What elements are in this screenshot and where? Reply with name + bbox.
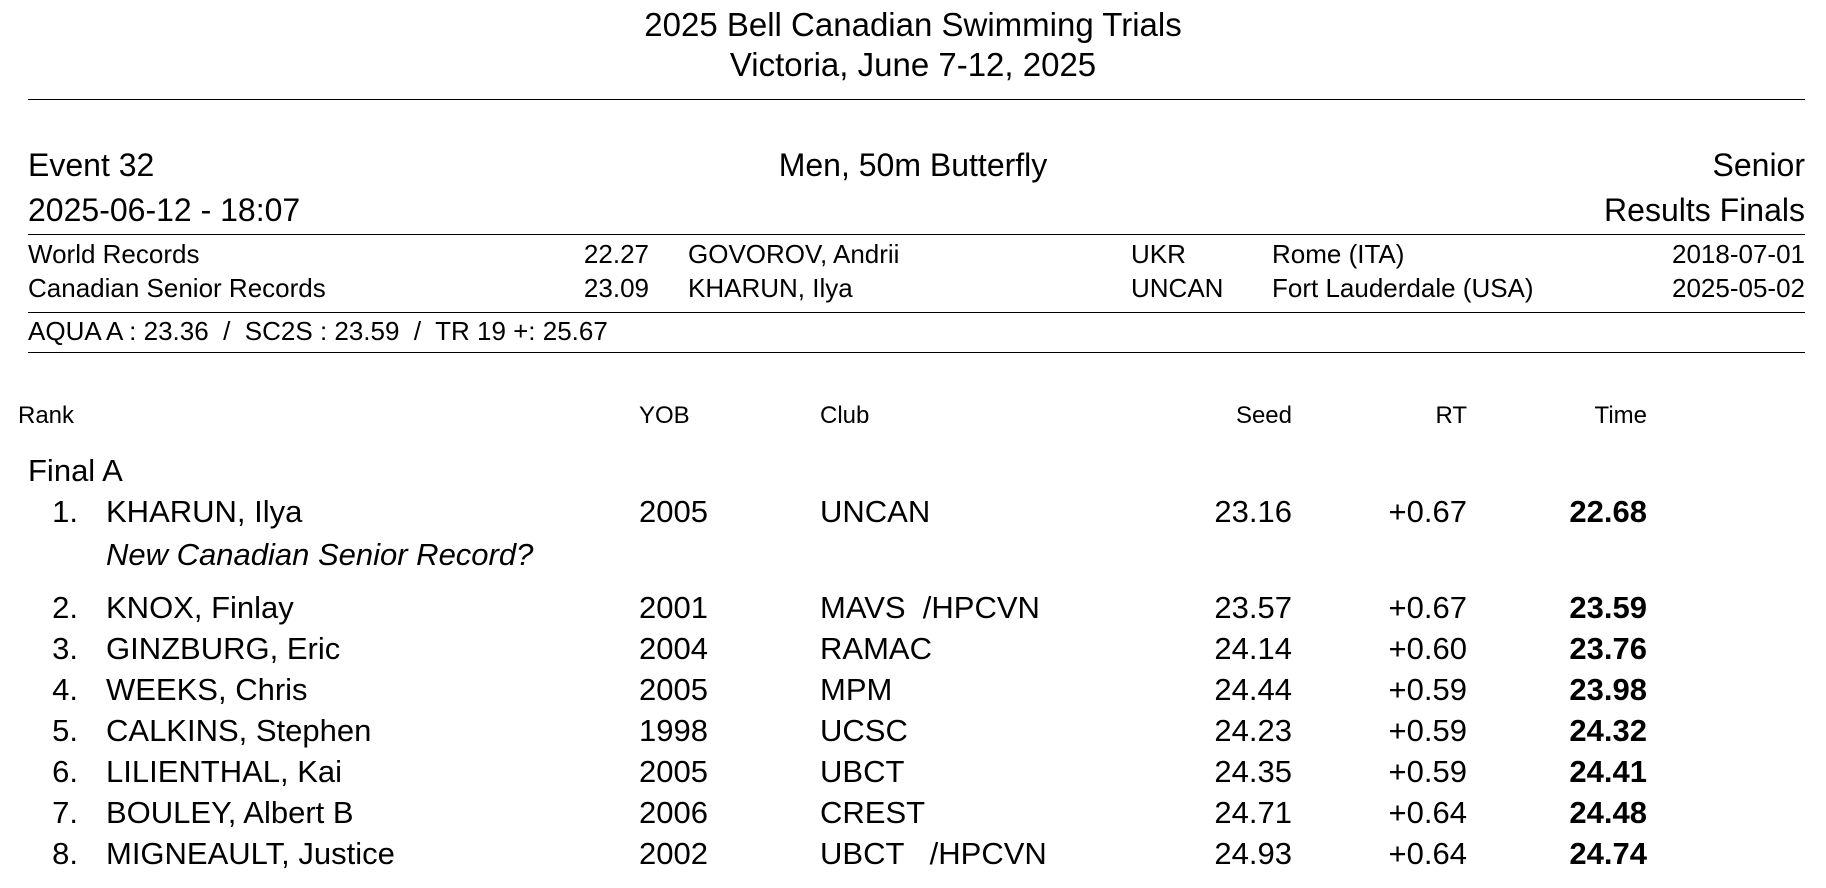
header-divider — [28, 99, 1805, 100]
event-divider — [28, 234, 1805, 235]
result-club: MAVS /HPCVN — [820, 590, 1040, 625]
result-club: MPM — [820, 672, 893, 707]
result-rt: +0.64 — [1388, 836, 1467, 871]
result-yob: 2005 — [639, 494, 708, 529]
result-seed: 24.35 — [1214, 754, 1292, 789]
result-rt: +0.59 — [1388, 754, 1467, 789]
result-seed: 24.71 — [1214, 795, 1292, 830]
result-seed: 24.93 — [1214, 836, 1292, 871]
result-rank: 7. — [52, 795, 78, 830]
event-category: Senior — [1712, 147, 1806, 183]
result-name: KHARUN, Ilya — [106, 494, 303, 529]
result-seed: 24.14 — [1214, 631, 1292, 666]
result-yob: 2001 — [639, 590, 708, 625]
column-header-yob: YOB — [639, 402, 690, 429]
result-seed: 23.16 — [1214, 494, 1292, 529]
result-club: RAMAC — [820, 631, 932, 666]
result-rank: 8. — [52, 836, 78, 871]
result-name: MIGNEAULT, Justice — [106, 836, 395, 871]
result-time: 22.68 — [1569, 494, 1647, 529]
result-rt: +0.60 — [1388, 631, 1467, 666]
record-club: UKR — [1131, 239, 1186, 269]
result-name: LILIENTHAL, Kai — [106, 754, 343, 789]
event-name: Men, 50m Butterfly — [778, 147, 1048, 183]
record-holder: GOVOROV, Andrii — [688, 239, 900, 269]
result-rt: +0.67 — [1388, 590, 1467, 625]
result-time: 23.98 — [1569, 672, 1647, 707]
result-rank: 5. — [52, 713, 78, 748]
column-header-time: Time — [1594, 402, 1647, 429]
qualifying-standards: AQUA A : 23.36 / SC2S : 23.59 / TR 19 +:… — [28, 316, 608, 346]
record-label: Canadian Senior Records — [28, 273, 326, 303]
event-stage: Results Finals — [1604, 192, 1805, 228]
event-datetime: 2025-06-12 - 18:07 — [28, 192, 301, 228]
result-seed: 23.57 — [1214, 590, 1292, 625]
final-heading: Final A — [28, 453, 123, 488]
result-name: CALKINS, Stephen — [106, 713, 372, 748]
record-place: Rome (ITA) — [1272, 239, 1405, 269]
result-seed: 24.23 — [1214, 713, 1292, 748]
result-rank: 1. — [52, 494, 78, 529]
result-yob: 2002 — [639, 836, 708, 871]
result-time: 24.32 — [1569, 713, 1647, 748]
result-time: 23.59 — [1569, 590, 1647, 625]
record-club: UNCAN — [1131, 273, 1224, 303]
column-header-rt: RT — [1435, 402, 1467, 429]
result-time: 23.76 — [1569, 631, 1647, 666]
result-yob: 2005 — [639, 754, 708, 789]
record-holder: KHARUN, Ilya — [688, 273, 853, 303]
column-header-seed: Seed — [1235, 402, 1292, 429]
result-club: UBCT /HPCVN — [820, 836, 1047, 871]
result-rank: 4. — [52, 672, 78, 707]
result-time: 24.74 — [1569, 836, 1647, 871]
result-rank: 6. — [52, 754, 78, 789]
result-rank: 2. — [52, 590, 78, 625]
meet-title: 2025 Bell Canadian Swimming Trials — [644, 6, 1182, 43]
record-time: 22.27 — [583, 239, 649, 269]
record-place: Fort Lauderdale (USA) — [1272, 273, 1534, 303]
result-rt: +0.64 — [1388, 795, 1467, 830]
result-rank: 3. — [52, 631, 78, 666]
record-label: World Records — [28, 239, 200, 269]
result-name: BOULEY, Albert B — [106, 795, 354, 830]
record-date: 2025-05-02 — [1672, 273, 1805, 303]
records-divider — [28, 312, 1805, 313]
result-name: KNOX, Finlay — [106, 590, 294, 625]
result-rt: +0.67 — [1388, 494, 1467, 529]
result-name: GINZBURG, Eric — [106, 631, 341, 666]
column-header-club: Club — [820, 402, 870, 429]
result-club: UNCAN — [820, 494, 931, 529]
result-time: 24.48 — [1569, 795, 1647, 830]
result-time: 24.41 — [1569, 754, 1647, 789]
meet-location-dates: Victoria, June 7-12, 2025 — [729, 46, 1097, 83]
column-header-rank: Rank — [18, 402, 75, 429]
record-date: 2018-07-01 — [1672, 239, 1805, 269]
result-seed: 24.44 — [1214, 672, 1292, 707]
result-yob: 1998 — [639, 713, 708, 748]
result-note: New Canadian Senior Record? — [106, 537, 534, 572]
result-yob: 2004 — [639, 631, 708, 666]
result-club: UCSC — [820, 713, 908, 748]
standards-divider — [28, 352, 1805, 353]
result-yob: 2006 — [639, 795, 708, 830]
result-rt: +0.59 — [1388, 713, 1467, 748]
record-time: 23.09 — [583, 273, 649, 303]
event-number: Event 32 — [28, 147, 155, 183]
result-rt: +0.59 — [1388, 672, 1467, 707]
result-club: CREST — [820, 795, 926, 830]
result-club: UBCT — [820, 754, 905, 789]
result-name: WEEKS, Chris — [106, 672, 308, 707]
result-yob: 2005 — [639, 672, 708, 707]
